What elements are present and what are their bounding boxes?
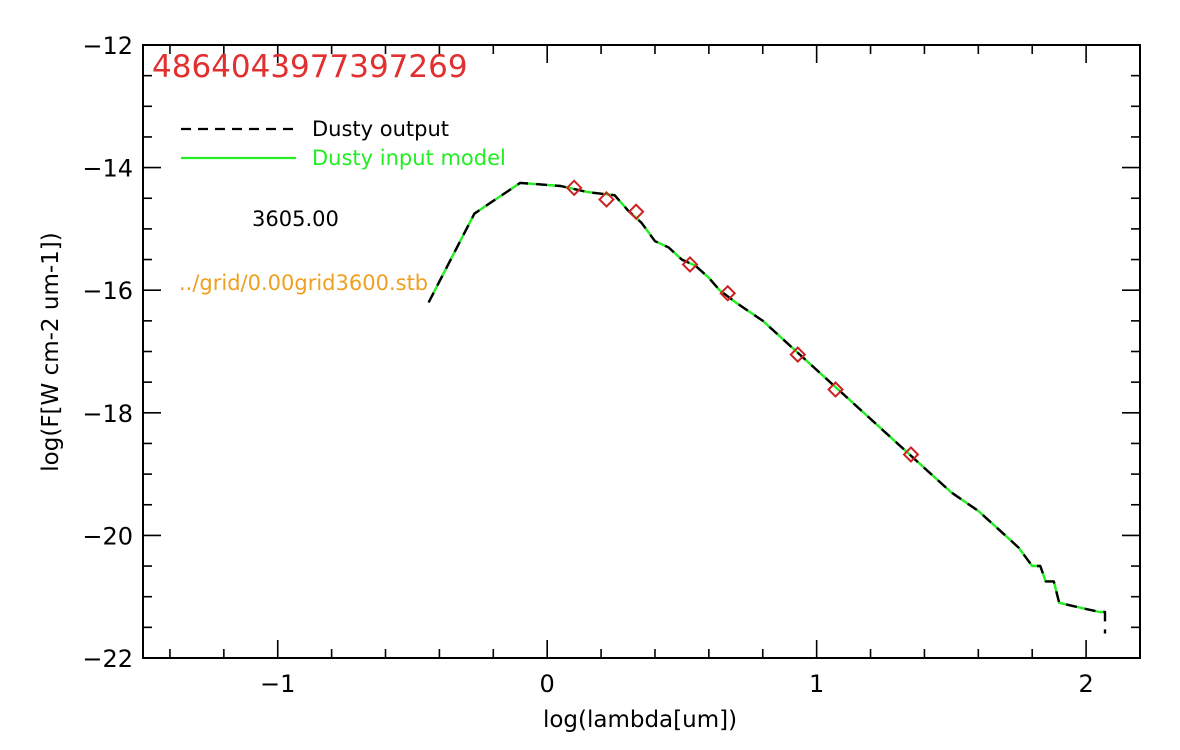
data-point: [598, 191, 615, 208]
y-tick-label: −18: [82, 400, 133, 428]
y-tick-label: −20: [82, 522, 133, 550]
x-tick-label: 0: [540, 670, 555, 698]
data-point: [719, 284, 737, 302]
y-tick-label: −12: [82, 32, 133, 60]
temperature-label: 3605.00: [252, 207, 339, 231]
data-point: [902, 446, 920, 463]
y-tick-label: −16: [82, 277, 133, 305]
plot-frame: [142, 44, 1141, 659]
x-tick-label: 1: [809, 670, 824, 698]
series-input-model-line: [427, 181, 1105, 614]
data-points: [565, 179, 920, 463]
grid-file-label: ../grid/0.00grid3600.stb: [179, 271, 428, 295]
y-axis-title: log(F[W cm-2 um-1]): [38, 232, 64, 471]
series-output-line: [427, 181, 1107, 634]
y-axis-ticks: −22 −20 −18 −16 −14 −12: [82, 32, 1140, 673]
data-point: [627, 203, 645, 221]
data-point: [681, 256, 699, 273]
legend-label-output: Dusty output: [312, 117, 449, 141]
plot-border: [142, 44, 1141, 659]
data-point: [565, 179, 583, 197]
x-tick-label: 2: [1078, 670, 1093, 698]
legend-label-input: Dusty input model: [312, 146, 506, 170]
y-tick-label: −14: [82, 155, 133, 183]
x-axis-ticks: −1 0 1 2: [169, 45, 1141, 698]
series-layer: [427, 181, 1107, 634]
x-tick-label: −1: [260, 670, 295, 698]
legend: Dusty output Dusty input model: [181, 117, 506, 170]
chart-title: 4864043977397269: [152, 49, 468, 85]
y-tick-label: −22: [82, 645, 133, 673]
data-point: [789, 346, 807, 363]
data-point: [827, 381, 844, 398]
x-axis-title: log(lambda[um]): [543, 707, 737, 733]
